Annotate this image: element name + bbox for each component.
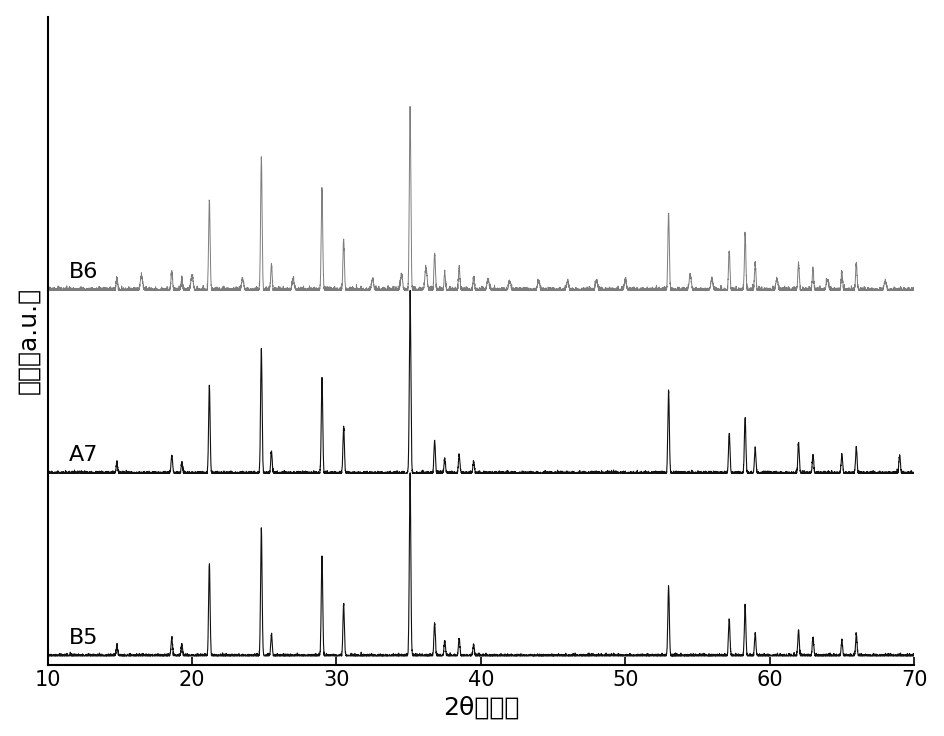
- Text: A7: A7: [69, 445, 98, 465]
- X-axis label: 2θ（度）: 2θ（度）: [443, 696, 519, 719]
- Text: B5: B5: [69, 628, 99, 648]
- Text: B6: B6: [69, 262, 98, 283]
- Y-axis label: 强度（a.u.）: 强度（a.u.）: [17, 287, 41, 394]
